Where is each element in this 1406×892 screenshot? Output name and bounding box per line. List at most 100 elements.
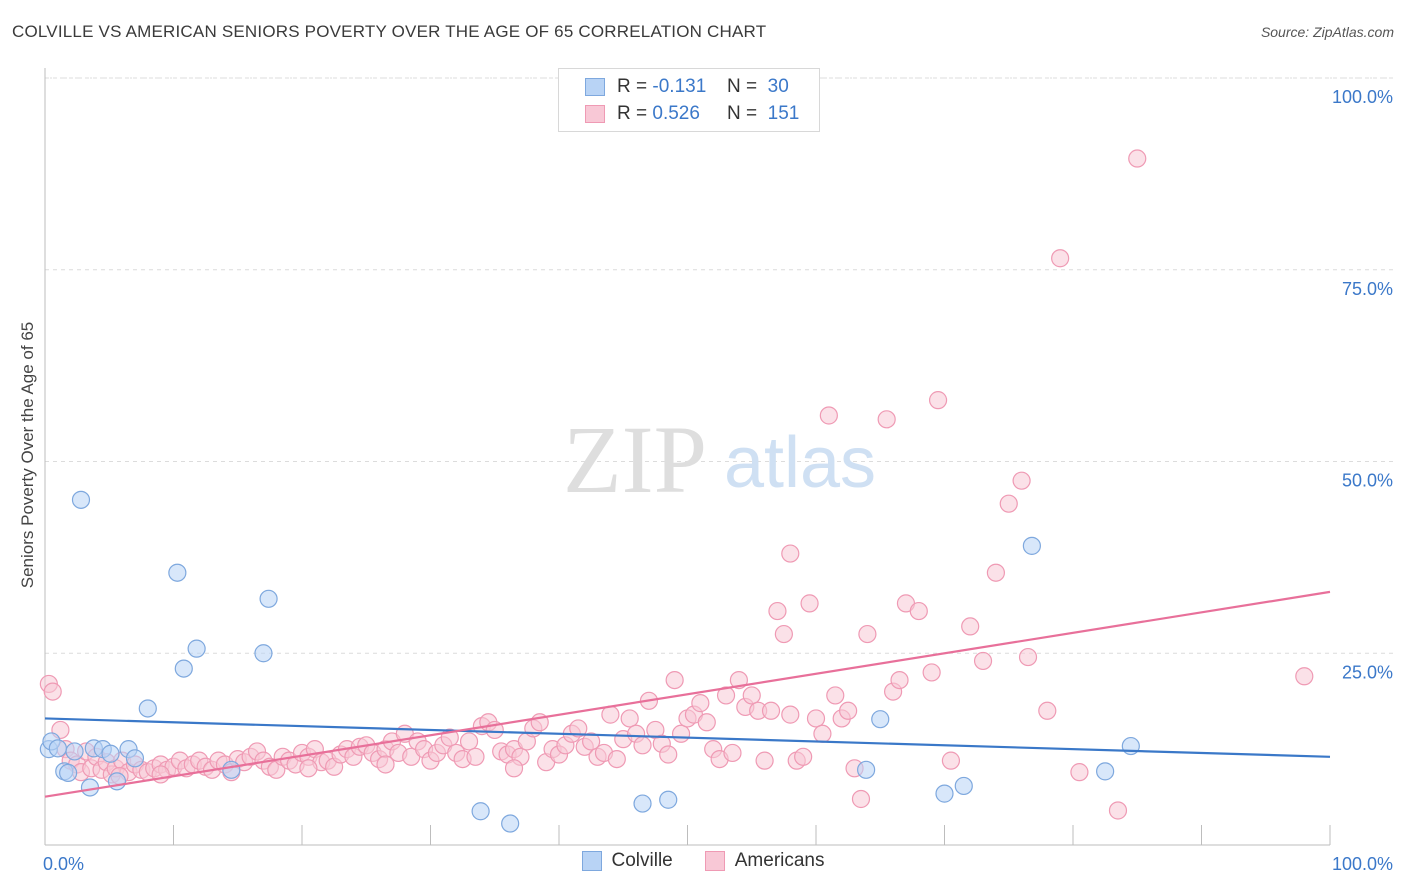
y-tick-label: 50.0%	[1342, 471, 1393, 491]
americans-point	[761, 701, 781, 720]
americans-point	[691, 694, 710, 713]
americans-point	[671, 724, 691, 743]
grid-layer	[45, 77, 1395, 654]
points-layer	[39, 149, 1314, 833]
chart-title: COLVILLE VS AMERICAN SENIORS POVERTY OVE…	[12, 22, 767, 41]
x-tick-label: 100.0%	[1332, 854, 1393, 874]
americans-point	[806, 709, 826, 728]
colville-point	[138, 699, 157, 718]
americans-point	[1128, 149, 1147, 168]
americans-swatch-icon	[704, 851, 725, 871]
colville-swatch-icon	[585, 78, 605, 96]
americans-point	[697, 713, 716, 732]
colville-point	[101, 744, 120, 763]
americans-point	[973, 651, 993, 671]
americans-point	[742, 686, 761, 705]
americans-point	[781, 705, 800, 724]
americans-point	[922, 663, 941, 682]
source-label: Source: ZipAtlas.com	[1260, 24, 1394, 40]
americans-point	[839, 701, 858, 720]
colville-point	[107, 772, 127, 791]
x-tick-label: 0.0%	[43, 854, 84, 874]
americans-point	[755, 751, 774, 770]
colville-point	[857, 760, 876, 779]
colville-point	[71, 490, 91, 509]
americans-point	[43, 682, 62, 701]
colville-point	[59, 763, 78, 783]
colville-point	[935, 784, 954, 803]
americans-point	[466, 747, 485, 766]
colville-point	[501, 814, 520, 833]
y-tick-label: 100.0%	[1332, 87, 1393, 107]
americans-point	[774, 624, 793, 644]
n-value: 151	[767, 103, 800, 124]
americans-point	[633, 736, 652, 755]
y-axis-label: Seniors Poverty Over the Age of 65	[18, 322, 37, 588]
colville-swatch-icon	[581, 851, 602, 871]
colville-point	[871, 710, 890, 729]
americans-point	[768, 601, 787, 621]
colville-point	[259, 589, 278, 608]
r-value: -0.131	[652, 76, 707, 97]
americans-point	[601, 705, 620, 724]
colville-point	[65, 742, 84, 761]
americans-point	[826, 686, 845, 705]
americans-point	[781, 544, 800, 563]
americans-point	[986, 563, 1006, 582]
colville-point	[1096, 762, 1115, 781]
americans-point	[1070, 763, 1089, 782]
americans-point	[1018, 647, 1038, 667]
r-value: 0.526	[652, 103, 700, 124]
legend-label-colville: Colville	[611, 850, 673, 871]
americans-point	[665, 670, 684, 690]
americans-point	[620, 709, 639, 728]
trend-layer	[44, 590, 1331, 798]
n-label: N =	[726, 76, 758, 97]
americans-point	[851, 789, 871, 809]
americans-point	[299, 759, 318, 778]
americans-point	[928, 391, 948, 410]
americans-point	[569, 719, 588, 738]
watermark: ZIP atlas	[563, 406, 876, 513]
colville-point	[125, 749, 145, 768]
colville-point	[174, 659, 193, 678]
colville-point	[168, 563, 187, 582]
americans-point	[459, 732, 479, 751]
americans-point	[504, 759, 524, 778]
americans-point	[961, 617, 980, 636]
colville-point	[633, 794, 652, 813]
y-tick-label: 25.0%	[1342, 662, 1393, 682]
americans-point	[582, 732, 601, 751]
americans-point	[877, 410, 896, 429]
stats-row-americans: R = 0.526 N = 151	[585, 102, 799, 126]
americans-point	[1012, 471, 1031, 490]
americans-point	[941, 751, 961, 770]
americans-point	[659, 745, 678, 764]
americans-point	[800, 594, 819, 613]
americans-point	[813, 724, 832, 743]
americans-point	[151, 765, 170, 784]
americans-swatch-icon	[585, 105, 605, 123]
axes-layer: 25.0% 50.0% 75.0% 100.0% 0.0% 100.0%	[43, 68, 1393, 874]
americans-point	[890, 670, 909, 690]
americans-point	[1051, 249, 1070, 268]
colville-point	[48, 739, 67, 758]
colville-point	[1022, 536, 1041, 555]
colville-point	[254, 644, 273, 663]
colville-point	[222, 760, 241, 779]
americans-point	[858, 624, 877, 644]
colville-point	[471, 802, 490, 821]
legend-item-americans[interactable]: Americans	[704, 850, 825, 872]
americans-point	[1295, 667, 1314, 686]
watermark-atlas: atlas	[724, 423, 876, 503]
americans-point	[819, 406, 838, 425]
legend-item-colville[interactable]: Colville	[581, 850, 673, 872]
americans-point	[794, 747, 813, 766]
americans-point	[909, 601, 928, 621]
stats-row-colville: R = -0.131 N = 30	[585, 75, 789, 99]
colville-point	[659, 790, 678, 809]
colville-trend-line	[44, 717, 1331, 758]
legend-label-americans: Americans	[734, 850, 825, 871]
r-label: R =	[617, 103, 648, 124]
